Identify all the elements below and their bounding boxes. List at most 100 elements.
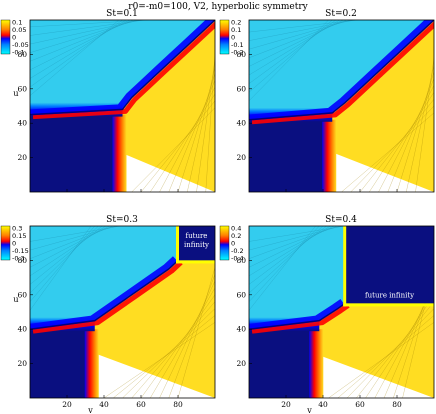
x-tick-label: 20: [62, 400, 72, 409]
ribbon-red: [251, 21, 434, 125]
y-axis-label: u: [13, 295, 18, 304]
panels: 20406080St=0.1u0.10.050-0.05-0.120406080…: [0, 9, 435, 414]
panel-title: St=0.1: [106, 9, 138, 19]
ribbon-blue: [30, 256, 178, 330]
contour-line: [150, 287, 215, 398]
colorbar-tick-label: 0: [231, 33, 235, 41]
heatmap-area: future infinity: [249, 226, 434, 398]
y-tick-label: 60: [17, 84, 27, 93]
contour-line: [30, 226, 121, 242]
axes-frame: [29, 225, 216, 399]
contour-line: [205, 52, 215, 192]
contour-line: [341, 112, 434, 192]
colorbar-gradient: [219, 19, 230, 55]
y-tick-label: 80: [236, 50, 246, 59]
region-dark: [30, 114, 119, 192]
colorbar-tick-label: -0.05: [12, 41, 29, 49]
colorbar-tick-label: -0.2: [231, 247, 244, 255]
y-tick-label: 40: [236, 325, 246, 334]
colorbar-tick-label: 0: [231, 239, 235, 247]
contour-line: [131, 301, 215, 398]
contour-line: [30, 226, 92, 311]
x-tick-label: 20: [281, 400, 291, 409]
contour-line: [359, 98, 434, 192]
y-tick-label: 80: [236, 256, 246, 265]
contour-line: [387, 78, 434, 192]
y-tick-label: 20: [236, 359, 246, 368]
region-red-band: [112, 114, 127, 192]
contour-line: [30, 226, 114, 259]
heatmap-area: [249, 20, 434, 192]
y-tick-label: 20: [17, 359, 27, 368]
y-tick-label: 60: [17, 290, 27, 299]
region-dark: [30, 329, 91, 398]
colorbar-tick-label: 0.1: [231, 26, 241, 34]
x-tick-label: 80: [173, 400, 183, 409]
ribbon-blue: [30, 20, 215, 116]
region-red-band: [322, 119, 337, 192]
contour-line: [113, 315, 215, 398]
x-tick-label: 40: [318, 400, 328, 409]
colorbar: 0.10.050-0.05-0.1: [0, 18, 29, 56]
contour-line: [249, 226, 335, 268]
figure-title: r0=-m0=100, V2, hyperbolic symmetry: [128, 2, 308, 12]
future-infinity-edge: [176, 226, 179, 264]
ribbon-red: [32, 21, 215, 120]
region-cyan: [249, 20, 434, 120]
contour-line: [356, 301, 434, 398]
y-axis-label: u: [13, 89, 18, 98]
x-tick-label: 60: [136, 400, 146, 409]
contour-line: [350, 105, 434, 192]
ribbon-red: [32, 260, 183, 334]
contour-line: [30, 226, 99, 294]
contour-line: [30, 20, 134, 62]
colorbar-tick-label: 0: [12, 33, 16, 41]
contour-line: [30, 20, 149, 28]
contour-line: [249, 20, 348, 59]
x-tick-label: 60: [355, 400, 365, 409]
annotation-text: future: [186, 232, 208, 240]
colorbar-tick-label: 0.15: [12, 232, 26, 240]
panel-1: 20 40 60 80 St=0.1 u 0.10.050-0.05-0.1: [0, 9, 216, 193]
contour-line: [249, 20, 329, 101]
colorbar-tick-label: 0.2: [231, 232, 241, 240]
colorbar-tick-label: 0.2: [231, 18, 241, 26]
contour-line: [30, 226, 103, 285]
colorbar-tick-label: -0.15: [12, 247, 29, 255]
region-dark: [249, 119, 329, 192]
contour-line: [365, 294, 434, 398]
contour-line: [30, 226, 118, 251]
ribbon-core: [30, 20, 215, 116]
contour-line: [159, 86, 215, 192]
y-tick-label: 40: [17, 325, 27, 334]
colorbar: 0.30.150-0.15-0.3: [0, 224, 29, 262]
contour-line: [150, 93, 215, 192]
colorbar-gradient: [0, 19, 11, 55]
y-tick-label: 80: [17, 50, 27, 59]
contour-line: [187, 66, 215, 192]
contour-line: [378, 85, 434, 192]
colorbar-tick-label: 0.1: [12, 18, 22, 26]
contour-line: [249, 20, 351, 50]
contour-line: [415, 57, 434, 192]
region-future-infinity: [178, 226, 215, 261]
ribbon-red: [251, 303, 350, 334]
contour-line: [249, 226, 316, 311]
heatmap-area: [30, 20, 215, 192]
ribbon-core: [249, 20, 434, 121]
contour-line: [30, 226, 110, 268]
colorbar-gradient: [219, 225, 230, 261]
panel-title: St=0.3: [106, 215, 138, 225]
contour-line: [122, 308, 215, 398]
region-red-band: [84, 329, 99, 398]
panel-4: future infinity 20 40 60 80 20 40 60 80 St=0.4 v 0.…: [219, 215, 435, 414]
region-dark: [249, 329, 316, 398]
contour-line: [249, 20, 333, 93]
y-tick-label: 80: [17, 256, 27, 265]
contour-line: [177, 73, 215, 192]
axes-frame: [248, 225, 435, 399]
panel-title: St=0.4: [325, 215, 357, 225]
